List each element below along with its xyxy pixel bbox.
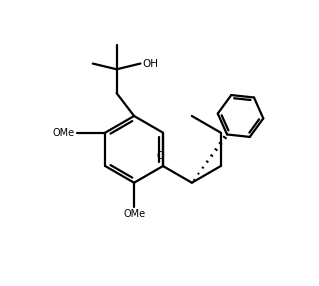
Text: OMe: OMe xyxy=(123,209,145,219)
Text: O: O xyxy=(157,151,164,161)
Text: OMe: OMe xyxy=(53,128,75,138)
Text: OH: OH xyxy=(142,59,158,69)
